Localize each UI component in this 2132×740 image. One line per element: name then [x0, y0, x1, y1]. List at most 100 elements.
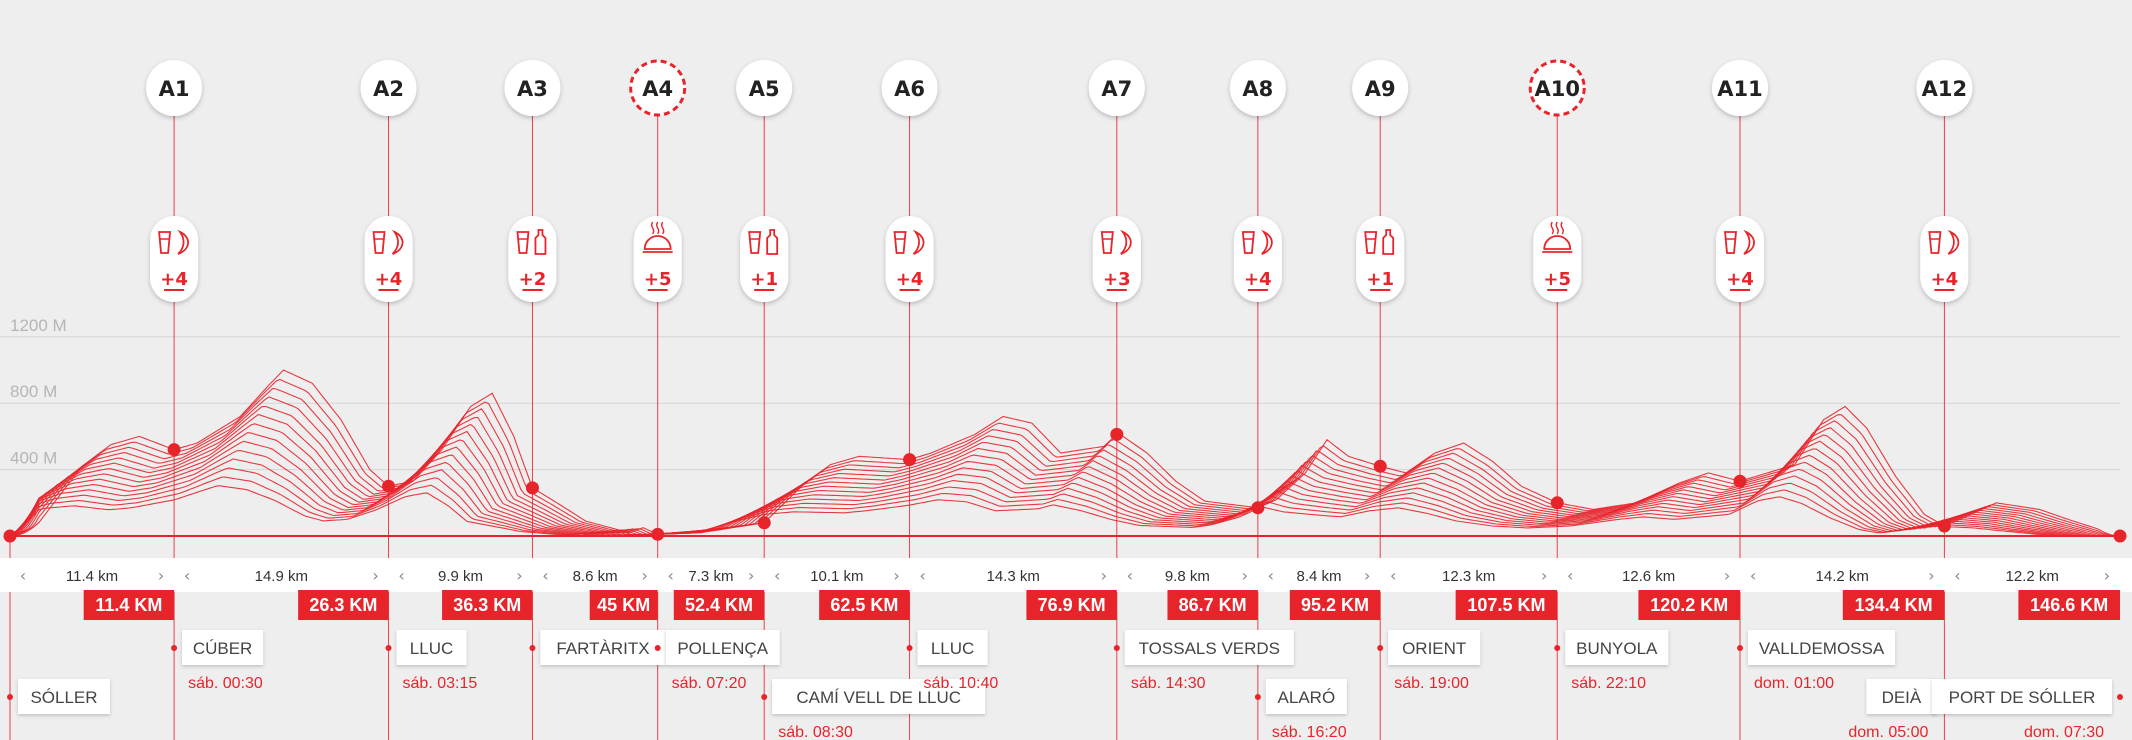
aid-station-id: A12	[1922, 77, 1967, 101]
aid-station-badge[interactable]: A2	[360, 60, 417, 116]
segment-distance: 8.4 km	[1297, 568, 1342, 585]
km-label: 86.7 KM	[1167, 590, 1258, 620]
location-box	[1748, 630, 1896, 665]
location-label: POLLENÇA sáb. 07:20	[654, 630, 780, 692]
drink-icon	[1724, 231, 1738, 254]
aid-station-badge[interactable]: A8	[1229, 60, 1286, 116]
km-label-bg	[298, 590, 389, 620]
segment[interactable]: ‹ › 8.6 km	[542, 566, 648, 585]
segment-distance-bar: ‹ › 11.4 km ‹ › 14.9 km ‹ › 9.9 km ‹ › 8.6 km ‹ › 7.3 …	[0, 558, 2132, 592]
aid-station-id: A9	[1365, 77, 1396, 101]
segment-distance: 7.3 km	[688, 568, 733, 585]
aid-station-id: A5	[749, 77, 780, 101]
km-label-text: 45 KM	[597, 595, 650, 615]
banana-icon	[1261, 229, 1273, 255]
km-label: 52.4 KM	[673, 590, 765, 620]
km-label-bg	[83, 590, 175, 620]
chevron-right-icon: ›	[641, 566, 647, 585]
supply-pill[interactable]: +4	[150, 216, 199, 302]
supply-pill[interactable]: +4	[1233, 216, 1282, 302]
location-marker	[529, 645, 536, 651]
segment[interactable]: ‹ › 8.4 km	[1268, 566, 1371, 585]
supply-pills: +4 +4 +2 +5 +1 +4 +3 +4 +1 +5 +4 +4	[150, 216, 1969, 302]
segment[interactable]: ‹ › 7.3 km	[667, 566, 754, 585]
km-label: 95.2 KM	[1289, 590, 1381, 620]
aid-station-point	[757, 516, 771, 530]
aid-station-badge[interactable]: A5	[736, 60, 793, 116]
location-marker	[1554, 645, 1561, 651]
segment[interactable]: ‹ › 12.6 km	[1567, 566, 1730, 585]
aid-station-point	[167, 443, 181, 457]
aid-station-badge[interactable]: A11	[1712, 60, 1769, 116]
aid-station-circle	[1088, 60, 1145, 116]
segment[interactable]: ‹ › 12.3 km	[1390, 566, 1547, 585]
km-label-bg	[2018, 590, 2120, 620]
km-label: 76.9 KM	[1026, 590, 1117, 620]
segment-distance: 11.4 km	[66, 568, 118, 585]
km-label-bg	[673, 590, 765, 620]
location-marker	[1113, 645, 1120, 651]
aid-station-id: A4	[642, 77, 673, 101]
segment-distance: 12.2 km	[2006, 568, 2059, 585]
aid-station-badge[interactable]: A7	[1088, 60, 1145, 116]
location-marker	[171, 645, 178, 651]
km-label-text: 76.9 KM	[1038, 595, 1106, 615]
location-box	[18, 679, 110, 714]
segment-bar-bg	[0, 558, 2132, 592]
supply-count: +4	[1726, 269, 1754, 290]
supply-pill[interactable]: +5	[633, 216, 682, 302]
chevron-right-icon: ›	[1541, 566, 1547, 585]
supply-pill[interactable]: +1	[1356, 216, 1405, 302]
chevron-left-icon: ‹	[1127, 566, 1133, 585]
km-label-bg	[1455, 590, 1558, 620]
aid-station-badge[interactable]: A9	[1352, 60, 1409, 116]
chevron-left-icon: ‹	[1390, 566, 1396, 585]
supply-pill[interactable]: +4	[364, 216, 413, 302]
location-time: sáb. 00:30	[188, 675, 263, 692]
aid-station-badge[interactable]: A4	[629, 59, 687, 117]
km-label: 120.2 KM	[1638, 590, 1741, 620]
aid-station-badge[interactable]: A6	[881, 60, 938, 116]
segment[interactable]: ‹ › 14.9 km	[184, 566, 379, 585]
supply-pill[interactable]: +4	[885, 216, 934, 302]
segment[interactable]: ‹ › 9.9 km	[398, 566, 522, 585]
segment[interactable]: ‹ › 11.4 km	[20, 566, 164, 585]
segment[interactable]: ‹ › 9.8 km	[1127, 566, 1248, 585]
location-time: sáb. 16:20	[1272, 724, 1347, 740]
aid-station-badge[interactable]: A1	[146, 60, 203, 116]
aid-station-circle	[1352, 60, 1409, 116]
km-label-bg	[1167, 590, 1258, 620]
location-box	[665, 630, 780, 665]
finish-marker	[2113, 529, 2127, 543]
km-label: 36.3 KM	[442, 590, 533, 620]
supply-pill[interactable]: +2	[508, 216, 557, 302]
chevron-left-icon: ‹	[667, 566, 673, 585]
location-label: CÚBER sáb. 00:30	[171, 630, 264, 692]
segment[interactable]: ‹ › 14.3 km	[919, 566, 1107, 585]
location-time: sáb. 10:40	[924, 675, 999, 692]
segment[interactable]: ‹ › 14.2 km	[1750, 566, 1935, 585]
location-time: sáb. 14:30	[1131, 675, 1206, 692]
location-label: ALARÓ sáb. 16:20	[1254, 679, 1347, 740]
supply-count: +5	[1543, 269, 1571, 290]
km-label: 45 KM	[589, 590, 658, 620]
supply-pill[interactable]: +1	[740, 216, 789, 302]
aid-station-badge[interactable]: A10	[1528, 59, 1586, 117]
supply-pill[interactable]: +4	[1716, 216, 1765, 302]
segment[interactable]: ‹ › 12.2 km	[1954, 566, 2110, 585]
chevron-left-icon: ‹	[1268, 566, 1274, 585]
location-name: CÚBER	[193, 639, 253, 658]
supply-pill[interactable]: +3	[1092, 216, 1141, 302]
aid-station-badge[interactable]: A3	[504, 60, 561, 116]
supply-pill[interactable]: +5	[1533, 216, 1582, 302]
location-labels: SÓLLER CÚBER sáb. 00:30 LLUC sáb. 03:15 FARTÀ…	[7, 630, 2123, 740]
aid-station-badge[interactable]: A12	[1916, 60, 1973, 116]
location-label: FARTÀRITX	[529, 630, 666, 665]
supply-pill[interactable]: +4	[1920, 216, 1969, 302]
location-marker	[654, 645, 661, 651]
profile-ridge-line	[9, 413, 2119, 537]
segment[interactable]: ‹ › 10.1 km	[774, 566, 900, 585]
drink-icon	[158, 231, 172, 254]
banana-icon	[1743, 229, 1755, 255]
km-label: 107.5 KM	[1455, 590, 1558, 620]
